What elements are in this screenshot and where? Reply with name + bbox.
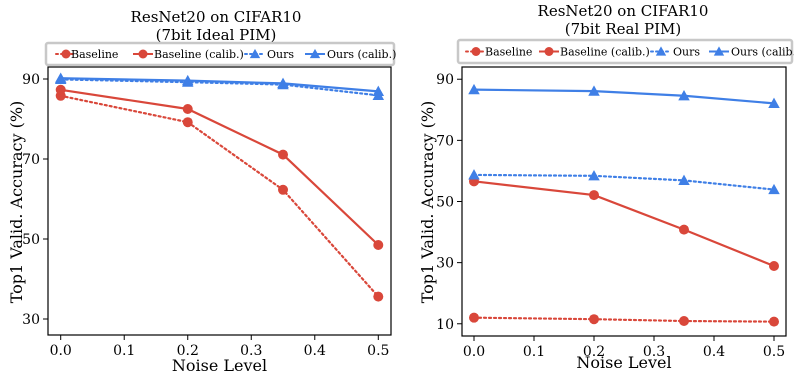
data-point	[468, 83, 480, 95]
data-point	[769, 316, 779, 327]
data-point	[679, 316, 689, 327]
x-tick-label: 0.1	[523, 344, 545, 360]
x-tick-label: 0.5	[367, 343, 389, 359]
data-point	[678, 174, 690, 186]
legend-label: Ours (calib.)	[731, 46, 794, 59]
data-point	[55, 84, 66, 95]
series-ours-calib	[468, 83, 780, 108]
x-tick-label: 0.3	[643, 344, 665, 360]
data-point	[655, 46, 667, 56]
x-tick-label: 0.2	[177, 343, 199, 359]
data-point	[309, 48, 321, 59]
series-baseline-calib	[55, 84, 384, 250]
data-point	[588, 85, 600, 96]
data-point	[278, 184, 289, 195]
data-point	[589, 314, 599, 325]
x-tick-label: 0.1	[113, 343, 135, 359]
x-tick-label: 0.2	[583, 344, 605, 360]
series-baseline-calib	[469, 176, 779, 271]
data-point	[679, 224, 689, 235]
y-tick-label: 50	[436, 195, 454, 211]
plot-frame	[47, 66, 392, 336]
legend-label: Ours (calib.)	[327, 48, 396, 61]
data-point	[182, 117, 193, 128]
x-tick-label: 0.4	[703, 344, 725, 360]
data-point	[138, 49, 148, 59]
data-point	[768, 97, 780, 108]
series-line	[473, 88, 775, 105]
data-point	[588, 170, 600, 181]
series-baseline	[55, 90, 384, 302]
data-point	[471, 47, 481, 56]
x-axis-label: Noise Level	[576, 353, 671, 372]
series-line	[60, 77, 379, 93]
chart-real-pim: ResNet20 on CIFAR10(7bit Real PIM) 0.0 0.1…	[418, 2, 794, 372]
y-tick-label: 90	[436, 72, 454, 88]
series-ours	[468, 169, 780, 195]
x-tick-label: 0.3	[240, 343, 262, 359]
chart-ideal-pim: ResNet20 on CIFAR10(7bit Ideal PIM) 0.0 0.…	[7, 8, 396, 375]
legend: Baseline Baseline (calib.) Ours Ours (calib…	[456, 38, 794, 65]
chart-subtitle: (7bit Ideal PIM)	[156, 26, 277, 44]
y-tick-label: 10	[436, 317, 454, 333]
data-point	[678, 89, 690, 101]
data-point	[278, 149, 289, 160]
x-tick-label: 0.4	[304, 343, 326, 359]
data-point	[54, 72, 67, 83]
data-point	[713, 46, 725, 56]
series-line	[472, 173, 776, 191]
x-tick-label: 0.5	[763, 344, 785, 360]
data-point	[468, 169, 480, 180]
legend-label: Baseline (calib.)	[154, 48, 244, 61]
y-tick-label: 70	[22, 152, 40, 168]
y-tick-label: 30	[22, 312, 40, 328]
series-line	[472, 316, 776, 323]
legend-label: Baseline	[485, 46, 532, 59]
legend-label: Baseline	[71, 48, 118, 61]
chart-title: ResNet20 on CIFAR10	[131, 8, 302, 26]
x-tick-label: 0.0	[50, 343, 72, 359]
data-point	[182, 104, 193, 114]
series-line	[473, 180, 775, 268]
data-point	[373, 240, 384, 250]
legend-box	[44, 41, 396, 67]
data-point	[769, 260, 779, 271]
legend-label: Baseline (calib.)	[560, 46, 650, 59]
y-tick-label: 30	[436, 256, 454, 272]
series-line	[59, 78, 380, 97]
y-tick-label: 70	[436, 133, 454, 149]
legend-label: Ours	[673, 46, 700, 59]
legend: Baseline Baseline (calib.) Ours Ours (calib…	[44, 41, 396, 67]
data-point	[277, 77, 289, 88]
legend-label: Ours	[267, 48, 294, 61]
data-point	[61, 49, 71, 59]
legend-box	[456, 38, 794, 65]
series-ours-calib	[54, 72, 385, 96]
x-axis-label: Noise Level	[172, 356, 267, 375]
y-tick-label: 50	[22, 232, 40, 248]
data-point	[373, 291, 384, 302]
data-point	[544, 47, 554, 56]
y-axis-label: Top1 Valid. Accuracy (%)	[7, 101, 26, 304]
data-point	[589, 190, 599, 201]
y-axis-label: Top1 Valid. Accuracy (%)	[418, 101, 437, 304]
x-tick-label: 0.0	[463, 344, 485, 360]
series-line	[59, 94, 380, 298]
chart-subtitle: (7bit Real PIM)	[565, 20, 682, 38]
y-tick-label: 90	[22, 72, 40, 88]
plot-frame	[461, 66, 787, 337]
series-baseline	[469, 312, 779, 327]
data-point	[372, 85, 385, 96]
data-point	[181, 74, 194, 86]
series-line	[60, 88, 380, 246]
data-point	[768, 183, 780, 195]
chart-title: ResNet20 on CIFAR10	[538, 2, 709, 20]
data-point	[249, 48, 261, 59]
data-point	[469, 312, 479, 323]
